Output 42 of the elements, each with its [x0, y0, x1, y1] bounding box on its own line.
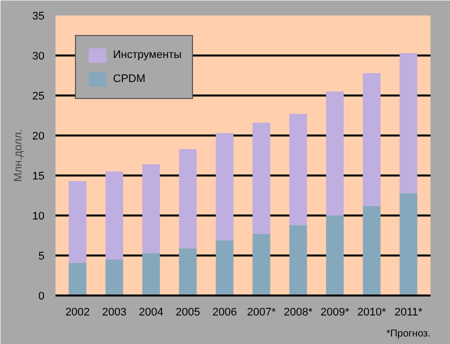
bar: [106, 172, 124, 260]
bar: [142, 253, 160, 296]
y-tick-label: 15: [32, 170, 45, 182]
y-tick-label: 20: [32, 130, 45, 142]
x-tick-label: 2005: [176, 306, 200, 318]
bar: [326, 216, 344, 296]
x-tick-label: 2006: [212, 306, 237, 318]
x-tick-label: 2004: [138, 306, 164, 318]
bar: [400, 53, 418, 194]
y-tick-label: 5: [38, 250, 45, 262]
legend-label: Инструменты: [113, 49, 182, 61]
y-axis-title: Млн.долл.: [12, 129, 24, 182]
bar: [362, 206, 380, 296]
bar: [216, 133, 234, 240]
text: *Прогноз.: [386, 328, 431, 340]
bar: [252, 234, 270, 296]
bar: [106, 260, 124, 296]
bar: [179, 248, 197, 296]
x-tick-label: 2009*: [320, 306, 350, 318]
bar: [362, 73, 380, 206]
bar: [216, 240, 234, 296]
y-tick-label: 25: [32, 90, 45, 102]
y-tick-label: 35: [32, 10, 45, 22]
bar: [179, 149, 197, 248]
x-tick-label: 2010*: [357, 306, 387, 318]
bar: [289, 225, 307, 296]
bar: [400, 193, 418, 296]
bar: [252, 122, 270, 234]
legend-label: CPDM: [113, 73, 146, 85]
x-tick-label: 2008*: [284, 306, 314, 318]
y-tick-label: 30: [32, 50, 45, 62]
y-tick-label: 10: [32, 210, 45, 222]
x-tick-label: 2003: [102, 306, 127, 318]
bar: [326, 92, 344, 216]
bar: [142, 164, 160, 254]
bar: [68, 262, 86, 296]
x-tick-label: 2007*: [247, 306, 276, 318]
y-tick-label: 0: [38, 290, 45, 302]
bar: [289, 114, 307, 226]
bar: [68, 181, 86, 263]
x-tick-label: 2002: [65, 306, 90, 318]
x-tick-label: 2011*: [394, 306, 424, 318]
